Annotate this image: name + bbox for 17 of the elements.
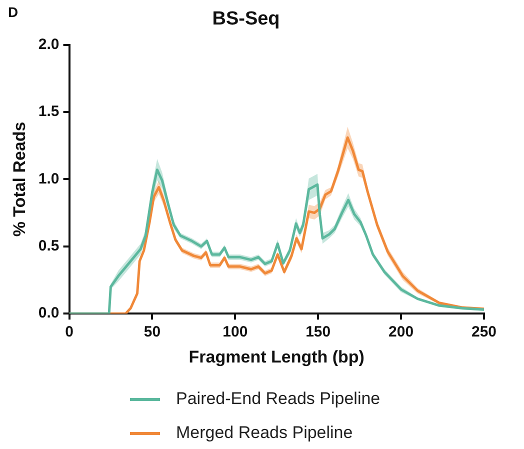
text: D xyxy=(8,4,18,20)
x-tick-label: 150 xyxy=(306,324,331,341)
x-tick-label: 50 xyxy=(144,324,161,341)
y-tick-label: 0.0 xyxy=(38,304,60,322)
x-tick-label: 0 xyxy=(65,324,74,341)
x-axis-title: Fragment Length (bp) xyxy=(188,347,364,366)
legend-label: Paired-End Reads Pipeline xyxy=(176,389,380,409)
y-tick-label: 0.5 xyxy=(38,238,60,255)
chart-title: BS-Seq xyxy=(212,8,280,30)
y-tick-label: 1.5 xyxy=(38,103,60,120)
legend-label: Merged Reads Pipeline xyxy=(176,423,353,443)
y-axis-title: % Total Reads xyxy=(10,122,29,237)
x-tick-label: 100 xyxy=(222,324,248,341)
y-tick-label: 1.0 xyxy=(38,170,60,188)
x-tick-label: 200 xyxy=(388,324,414,341)
y-tick-label: 2.0 xyxy=(38,36,60,53)
x-tick-label: 250 xyxy=(471,324,497,341)
